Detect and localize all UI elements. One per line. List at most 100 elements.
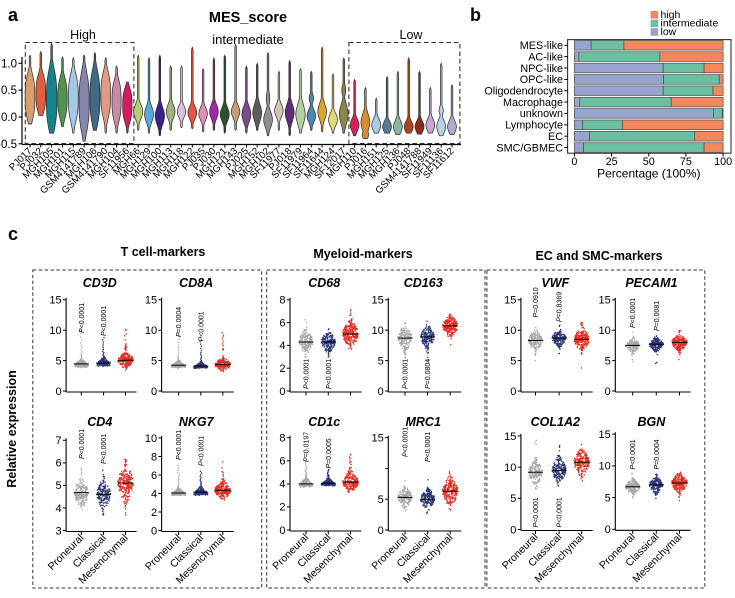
svg-text:8: 8 — [279, 433, 285, 445]
svg-text:P<0.0001: P<0.0001 — [533, 497, 540, 527]
svg-text:8: 8 — [279, 295, 285, 307]
svg-text:5: 5 — [510, 493, 516, 505]
svg-text:5: 5 — [151, 355, 157, 367]
svg-text:6: 6 — [279, 317, 285, 329]
svg-text:0: 0 — [571, 156, 577, 168]
svg-text:AC-like: AC-like — [528, 51, 563, 63]
svg-text:SMC/GBMEC: SMC/GBMEC — [496, 142, 563, 154]
svg-text:High: High — [70, 28, 96, 42]
svg-text:2: 2 — [279, 502, 285, 514]
svg-text:P<0.0001: P<0.0001 — [79, 429, 86, 459]
svg-text:10: 10 — [504, 462, 516, 474]
svg-text:VWF: VWF — [541, 276, 569, 290]
svg-text:75: 75 — [680, 156, 692, 168]
svg-text:-0.5: -0.5 — [0, 139, 17, 151]
svg-text:15: 15 — [372, 295, 384, 307]
svg-text:Low: Low — [400, 28, 424, 42]
svg-text:4: 4 — [55, 503, 61, 515]
svg-text:P<0.0001: P<0.0001 — [630, 298, 637, 328]
svg-text:P<0.0001: P<0.0001 — [101, 306, 108, 336]
svg-text:intermediate: intermediate — [661, 18, 719, 30]
svg-text:10: 10 — [599, 325, 611, 337]
svg-text:b: b — [470, 5, 481, 25]
svg-text:P=0.0005: P=0.0005 — [326, 438, 333, 468]
svg-text:15: 15 — [504, 295, 516, 307]
svg-text:PECAM1: PECAM1 — [625, 276, 677, 290]
svg-text:P<0.0001: P<0.0001 — [101, 434, 108, 464]
svg-text:0.0: 0.0 — [1, 112, 17, 124]
svg-text:P=0.0910: P=0.0910 — [533, 287, 540, 317]
svg-text:low: low — [661, 26, 677, 38]
svg-text:P<0.0001: P<0.0001 — [326, 359, 333, 389]
svg-text:2: 2 — [151, 507, 157, 519]
svg-text:0: 0 — [279, 525, 285, 537]
svg-text:EC: EC — [548, 131, 563, 143]
svg-text:unknown: unknown — [520, 108, 563, 120]
svg-text:intermediate: intermediate — [212, 32, 284, 47]
svg-text:CD68: CD68 — [308, 276, 340, 290]
svg-text:P=0.8369: P=0.8369 — [557, 292, 564, 322]
svg-text:a: a — [8, 5, 19, 25]
svg-text:0: 0 — [55, 386, 61, 398]
svg-text:15: 15 — [504, 431, 516, 443]
svg-text:P=0.0004: P=0.0004 — [654, 439, 661, 469]
svg-text:1.0: 1.0 — [1, 58, 17, 70]
svg-text:0: 0 — [510, 524, 516, 536]
svg-text:MRC1: MRC1 — [405, 415, 440, 429]
svg-text:0: 0 — [279, 386, 285, 398]
svg-text:7: 7 — [55, 435, 61, 447]
svg-text:10: 10 — [145, 433, 157, 445]
svg-text:10: 10 — [49, 325, 61, 337]
svg-text:Percentage (100%): Percentage (100%) — [597, 167, 700, 181]
svg-text:15: 15 — [599, 429, 611, 441]
svg-text:P=0.0197: P=0.0197 — [304, 432, 311, 462]
svg-text:5: 5 — [605, 355, 611, 367]
svg-text:c: c — [8, 224, 18, 244]
svg-text:0: 0 — [510, 386, 516, 398]
svg-text:4: 4 — [151, 488, 157, 500]
svg-text:CD1c: CD1c — [308, 415, 340, 429]
svg-text:4: 4 — [279, 340, 285, 352]
svg-text:5: 5 — [378, 355, 384, 367]
svg-text:5: 5 — [510, 355, 516, 367]
svg-text:P=0.0004: P=0.0004 — [176, 307, 183, 337]
svg-text:0: 0 — [605, 524, 611, 536]
svg-text:0: 0 — [151, 386, 157, 398]
svg-text:Macrophage: Macrophage — [503, 97, 563, 109]
svg-text:15: 15 — [372, 433, 384, 445]
svg-text:0: 0 — [605, 386, 611, 398]
svg-text:NKG7: NKG7 — [179, 415, 215, 429]
svg-text:P<0.0001: P<0.0001 — [630, 439, 637, 469]
svg-text:P<0.0001: P<0.0001 — [403, 359, 410, 389]
svg-text:50: 50 — [643, 156, 655, 168]
svg-text:3: 3 — [55, 525, 61, 537]
svg-text:5: 5 — [378, 494, 384, 506]
svg-text:5: 5 — [55, 355, 61, 367]
svg-text:15: 15 — [49, 295, 61, 307]
svg-text:CD3D: CD3D — [83, 276, 117, 290]
svg-text:0: 0 — [378, 386, 384, 398]
svg-text:P<0.0001: P<0.0001 — [403, 427, 410, 457]
svg-text:P<0.0001: P<0.0001 — [79, 303, 86, 333]
svg-text:MES-like: MES-like — [520, 40, 563, 52]
svg-text:100: 100 — [714, 156, 732, 168]
svg-text:5: 5 — [605, 492, 611, 504]
svg-text:Relative expression: Relative expression — [5, 370, 19, 487]
svg-text:high: high — [661, 9, 681, 21]
svg-text:EC and SMC-markers: EC and SMC-markers — [535, 249, 662, 263]
svg-text:8: 8 — [151, 451, 157, 463]
svg-text:0.5: 0.5 — [1, 85, 17, 97]
svg-text:CD8A: CD8A — [179, 276, 213, 290]
svg-text:25: 25 — [606, 156, 618, 168]
svg-text:COL1A2: COL1A2 — [531, 415, 580, 429]
svg-text:10: 10 — [372, 325, 384, 337]
svg-text:P<0.0001: P<0.0001 — [304, 359, 311, 389]
svg-text:15: 15 — [599, 295, 611, 307]
svg-text:P<0.0001: P<0.0001 — [557, 497, 564, 527]
svg-text:0: 0 — [151, 525, 157, 537]
svg-text:CD4: CD4 — [87, 415, 112, 429]
svg-text:BGN: BGN — [638, 415, 667, 429]
svg-text:P=0.0081: P=0.0081 — [654, 301, 661, 331]
svg-text:6: 6 — [55, 458, 61, 470]
svg-text:Oligodendrocyte: Oligodendrocyte — [484, 86, 563, 98]
